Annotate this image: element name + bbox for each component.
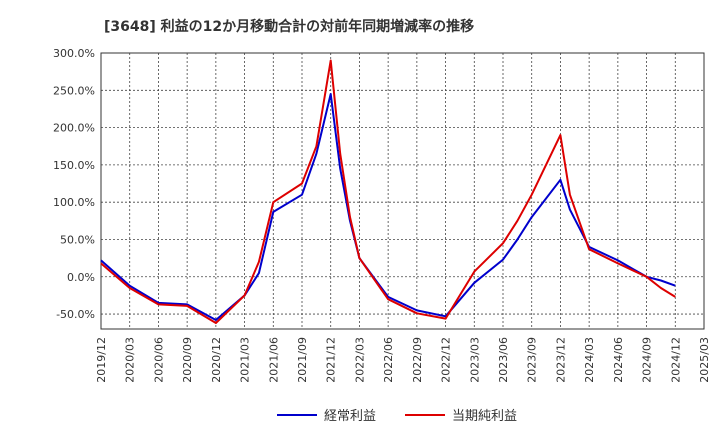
chart-title: [3648] 利益の12か月移動合計の対前年同期増減率の推移 — [104, 18, 474, 35]
x-tick-label: 2025/03 — [698, 337, 711, 383]
legend-label-1[interactable]: 当期純利益 — [452, 409, 517, 424]
x-tick-label: 2024/06 — [612, 337, 625, 383]
y-tick-label: 0.0% — [67, 271, 95, 284]
x-tick-label: 2022/12 — [440, 337, 453, 383]
x-tick-label: 2023/12 — [554, 337, 567, 383]
legend[interactable]: 経常利益 当期純利益 — [277, 409, 517, 424]
legend-label-0[interactable]: 経常利益 — [324, 409, 376, 424]
x-tick-label: 2023/09 — [526, 337, 539, 383]
x-tick-label: 2020/06 — [152, 337, 165, 383]
x-tick-label: 2021/09 — [296, 337, 309, 383]
x-tick-label: 2021/06 — [267, 337, 280, 383]
x-tick-label: 2021/12 — [325, 337, 338, 383]
x-tick-label: 2024/03 — [583, 337, 596, 383]
y-tick-label: 100.0% — [53, 196, 95, 209]
y-axis: 300.0% 250.0% 200.0% 150.0% 100.0% 50.0% 0.0% -… — [53, 47, 95, 321]
y-tick-label: 300.0% — [53, 47, 95, 60]
plot-area-border — [100, 52, 705, 330]
x-tick-label: 2019/12 — [95, 337, 108, 383]
x-tick-label: 2023/03 — [468, 337, 481, 383]
x-tick-label: 2022/09 — [411, 337, 424, 383]
y-tick-label: -50.0% — [56, 308, 95, 321]
y-tick-label: 150.0% — [53, 159, 95, 172]
x-tick-label: 2022/03 — [353, 337, 366, 383]
x-axis: 2019/12 2020/03 2020/06 2020/09 2020/12 2021/… — [95, 337, 711, 383]
grid-layer — [101, 52, 704, 329]
x-tick-label: 2020/12 — [210, 337, 223, 383]
y-tick-label: 250.0% — [53, 84, 95, 97]
x-tick-label: 2024/09 — [641, 337, 654, 383]
x-tick-label: 2024/12 — [669, 337, 682, 383]
x-tick-label: 2020/09 — [181, 337, 194, 383]
x-tick-label: 2021/03 — [239, 337, 252, 383]
y-tick-label: 50.0% — [60, 233, 95, 246]
y-tick-label: 200.0% — [53, 122, 95, 135]
series-line-1 — [100, 59, 676, 324]
x-tick-label: 2020/03 — [124, 337, 137, 383]
x-tick-label: 2022/06 — [382, 337, 395, 383]
x-tick-label: 2023/06 — [497, 337, 510, 383]
series-layer — [100, 59, 676, 324]
